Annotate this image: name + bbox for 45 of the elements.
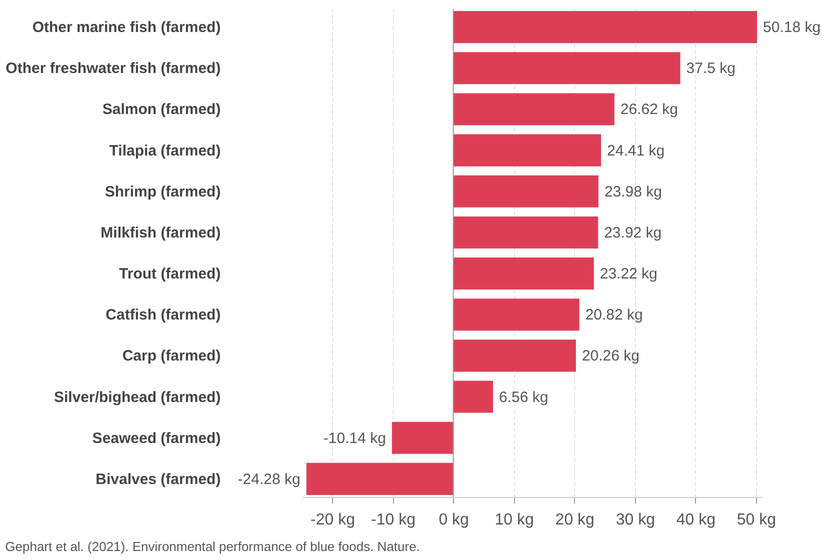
- y-tick-label: Bivalves (farmed): [96, 470, 221, 488]
- bar: [306, 462, 454, 495]
- y-tick-label: Catfish (farmed): [106, 306, 221, 324]
- data-label: 20.26 kg: [582, 348, 640, 365]
- y-tick-label: Trout (farmed): [119, 266, 221, 283]
- x-tick-label: 30 kg: [616, 512, 655, 528]
- x-tick-label: 0 kg: [438, 512, 469, 528]
- x-tick-label: 50 kg: [736, 512, 776, 528]
- y-tick-label: Other marine fish (farmed): [32, 19, 221, 36]
- y-tick-label: Salmon (farmed): [102, 101, 221, 118]
- x-tick-label: 20 kg: [555, 512, 594, 528]
- data-label: 37.5 kg: [686, 60, 736, 78]
- bar: [453, 258, 594, 290]
- x-tick-label: 10 kg: [494, 512, 534, 528]
- bar: [453, 11, 758, 44]
- y-tick-label: Shrimp (farmed): [104, 183, 221, 200]
- x-tick-label: -10 kg: [371, 512, 416, 528]
- data-label: 20.82 kg: [585, 306, 643, 324]
- bar: [453, 52, 680, 84]
- y-tick-label: Tilapia (farmed): [109, 142, 221, 160]
- data-label: 23.92 kg: [604, 224, 662, 242]
- data-label: 23.98 kg: [604, 183, 662, 200]
- y-tick-label: Silver/bighead (farmed): [54, 388, 221, 406]
- bar: [453, 134, 602, 166]
- bar: [453, 216, 598, 248]
- data-label: -24.28 kg: [238, 470, 300, 488]
- x-tick-label: 40 kg: [676, 512, 716, 528]
- data-label: 26.62 kg: [620, 101, 678, 118]
- bar: [453, 380, 494, 413]
- data-label: 6.56 kg: [499, 388, 548, 406]
- bar: [453, 340, 576, 372]
- bar: [453, 298, 580, 331]
- data-label: 50.18 kg: [763, 19, 821, 36]
- bar: [453, 175, 598, 208]
- data-label: 23.22 kg: [600, 266, 658, 283]
- y-tick-label: Milkfish (farmed): [100, 224, 221, 242]
- x-tick-label: -20 kg: [310, 512, 355, 528]
- bar: [392, 422, 454, 454]
- text: Gephart et al. (2021). Environmental performance of blue foods. Nature.: [5, 539, 420, 554]
- y-tick-label: Other freshwater fish (farmed): [6, 60, 221, 78]
- data-label: 24.41 kg: [607, 142, 665, 160]
- bar: [453, 93, 614, 126]
- y-tick-label: Carp (farmed): [122, 348, 221, 365]
- y-tick-label: Seaweed (farmed): [92, 430, 221, 447]
- data-label: -10.14 kg: [323, 430, 386, 447]
